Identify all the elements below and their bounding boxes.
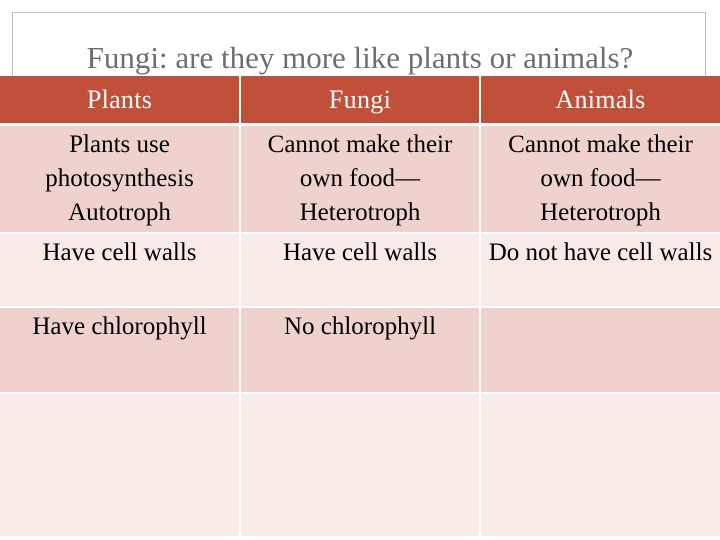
header-plants: Plants	[0, 76, 241, 126]
cell-fungi: Have cell walls	[240, 233, 481, 308]
table-header-row: Plants Fungi Animals	[0, 76, 720, 126]
table-row: Plants use photosynthesis Autotroph Cann…	[0, 124, 720, 234]
header-fungi: Fungi	[240, 76, 481, 126]
cell-fungi	[240, 393, 481, 538]
table-row: Have chlorophyll No chlorophyll	[0, 307, 720, 394]
cell-plants: Have cell walls	[0, 233, 241, 308]
cell-animals	[480, 393, 720, 538]
cell-plants	[0, 393, 241, 538]
cell-fungi: No chlorophyll	[240, 307, 481, 394]
cell-animals: Cannot make their own food— Heterotroph	[480, 124, 720, 234]
table-row: Have cell walls Have cell walls Do not h…	[0, 233, 720, 308]
cell-plants: Have chlorophyll	[0, 307, 241, 394]
cell-fungi: Cannot make their own food— Heterotroph	[240, 124, 481, 234]
cell-plants: Plants use photosynthesis Autotroph	[0, 124, 241, 234]
header-animals: Animals	[480, 76, 720, 126]
table-row	[0, 393, 720, 538]
comparison-table: Plants Fungi Animals Plants use photosyn…	[0, 76, 720, 538]
slide-title: Fungi: are they more like plants or anim…	[86, 40, 634, 75]
cell-animals: Do not have cell walls	[480, 233, 720, 308]
cell-animals	[480, 307, 720, 394]
